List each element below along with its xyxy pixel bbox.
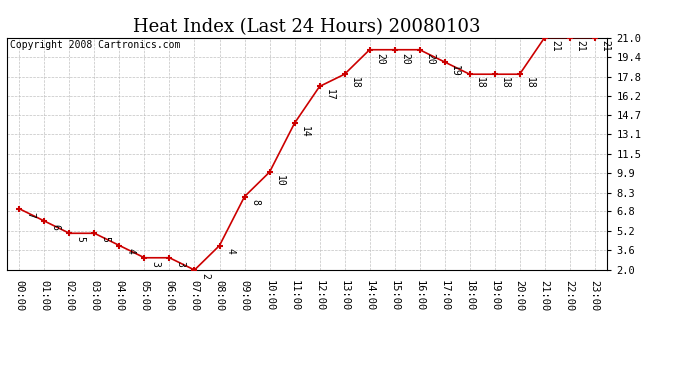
Text: 18: 18 [350,77,360,89]
Text: 21: 21 [600,40,610,52]
Text: 20: 20 [375,53,385,64]
Text: 18: 18 [475,77,485,89]
Title: Heat Index (Last 24 Hours) 20080103: Heat Index (Last 24 Hours) 20080103 [133,18,481,36]
Text: 7: 7 [25,211,35,217]
Text: 20: 20 [400,53,410,64]
Text: 5: 5 [75,236,85,242]
Text: 21: 21 [575,40,585,52]
Text: 18: 18 [525,77,535,89]
Text: Copyright 2008 Cartronics.com: Copyright 2008 Cartronics.com [10,40,180,50]
Text: 5: 5 [100,236,110,242]
Text: 2: 2 [200,273,210,279]
Text: 20: 20 [425,53,435,64]
Text: 17: 17 [325,89,335,101]
Text: 3: 3 [150,261,160,266]
Text: 4: 4 [225,248,235,254]
Text: 8: 8 [250,200,260,205]
Text: 19: 19 [450,65,460,76]
Text: 6: 6 [50,224,60,230]
Text: 4: 4 [125,248,135,254]
Text: 10: 10 [275,175,285,187]
Text: 18: 18 [500,77,510,89]
Text: 3: 3 [175,261,185,266]
Text: 21: 21 [550,40,560,52]
Text: 14: 14 [300,126,310,138]
